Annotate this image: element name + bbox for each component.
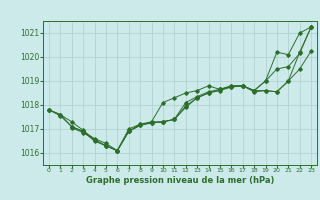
X-axis label: Graphe pression niveau de la mer (hPa): Graphe pression niveau de la mer (hPa) bbox=[86, 176, 274, 185]
